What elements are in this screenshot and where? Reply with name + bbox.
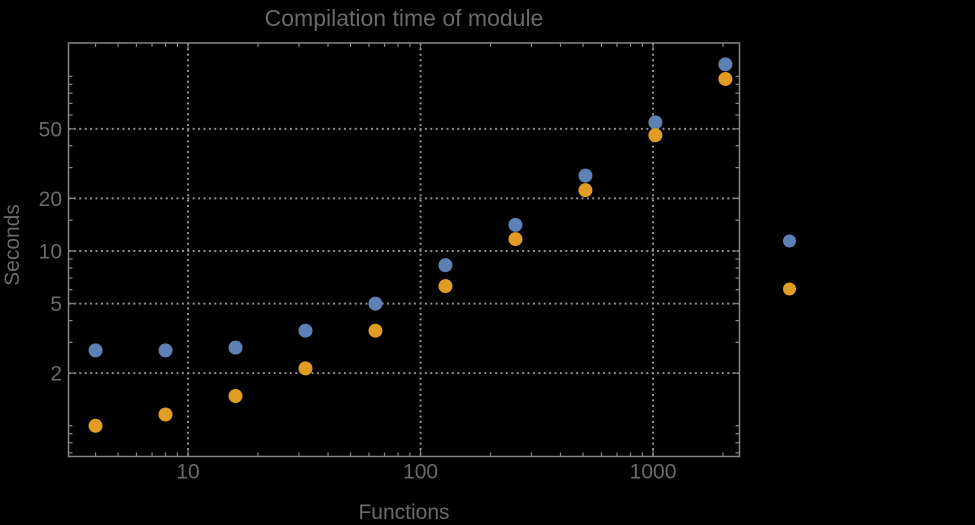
y-tick-label-10: 10	[39, 241, 62, 264]
data-point-series-1-blue-x512	[578, 168, 593, 183]
data-point-series-2-orange-x1024	[648, 128, 663, 143]
data-point-series-1-blue-x8	[158, 343, 173, 358]
x-tick-label-100: 100	[403, 461, 438, 484]
x-axis-label: Functions	[358, 501, 450, 524]
data-point-series-2-orange-x2048	[718, 71, 733, 86]
data-point-series-1-blue-x16	[228, 340, 243, 355]
data-point-series-1-blue-x256	[508, 217, 523, 232]
data-point-series-1-blue-x2048	[718, 57, 733, 72]
y-tick-label-5: 5	[50, 293, 62, 316]
data-point-series-1-blue-x64	[368, 296, 383, 311]
x-tick-label-10: 10	[176, 461, 199, 484]
y-tick-label-20: 20	[39, 188, 62, 211]
plot-frame	[67, 42, 741, 458]
legend-marker-1	[783, 234, 796, 248]
data-point-series-1-blue-x4	[88, 343, 103, 358]
data-point-series-2-orange-x128	[438, 279, 453, 294]
data-point-series-2-orange-x32	[298, 361, 313, 376]
data-point-series-1-blue-x32	[298, 323, 313, 338]
data-point-series-2-orange-x16	[228, 389, 243, 404]
data-point-series-2-orange-x256	[508, 232, 523, 247]
legend-marker-2	[783, 282, 796, 296]
y-tick-label-2: 2	[50, 363, 62, 386]
y-tick-label-50: 50	[39, 118, 62, 141]
data-point-series-2-orange-x8	[158, 407, 173, 422]
data-point-series-1-blue-x128	[438, 258, 453, 273]
data-point-series-2-orange-x512	[578, 183, 593, 198]
data-point-series-2-orange-x64	[368, 323, 383, 338]
x-tick-label-1000: 1000	[630, 461, 677, 484]
chart-title: Compilation time of module	[264, 5, 544, 31]
data-point-series-1-blue-x1024	[648, 115, 663, 130]
data-point-series-2-orange-x4	[88, 418, 103, 433]
